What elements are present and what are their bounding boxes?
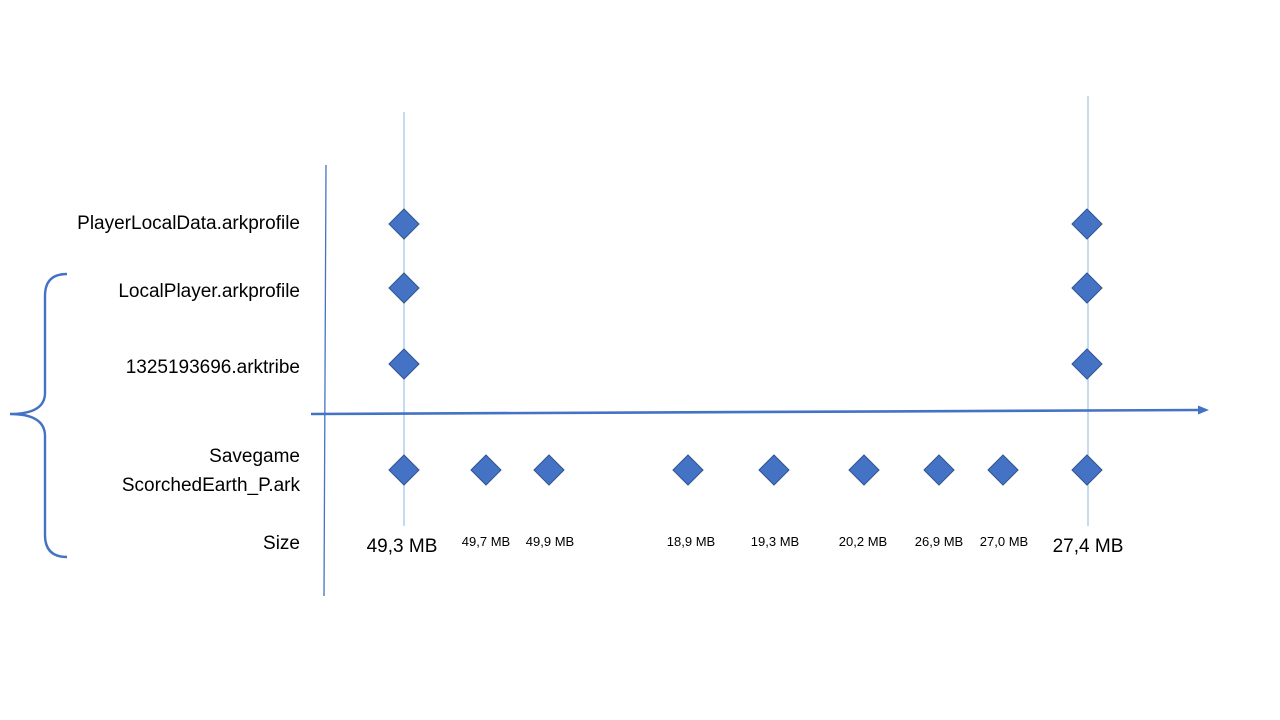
diamond-marker: [923, 454, 955, 486]
size-label: 19,3 MB: [750, 534, 800, 549]
row-label-savegame-line2: ScorchedEarth_P.ark: [121, 475, 300, 496]
row-label-size: Size: [263, 533, 300, 554]
diamond-marker: [987, 454, 1019, 486]
diamond-marker: [388, 272, 420, 304]
size-label: 26,9 MB: [914, 534, 964, 549]
timeline-arrow: [310, 408, 1201, 416]
diamond-marker: [672, 454, 704, 486]
size-label: 49,9 MB: [525, 534, 575, 549]
diamond-marker: [1071, 208, 1103, 240]
timeline-arrowhead: [1198, 405, 1209, 415]
size-label: 49,7 MB: [461, 534, 511, 549]
diamond-marker: [470, 454, 502, 486]
vertical-axis: [323, 164, 327, 597]
size-label: 27,0 MB: [979, 534, 1029, 549]
diamond-marker: [848, 454, 880, 486]
diamond-marker: [388, 348, 420, 380]
size-label: 49,3 MB: [366, 536, 438, 557]
diamond-marker: [1071, 272, 1103, 304]
size-label: 20,2 MB: [838, 534, 888, 549]
diamond-marker: [388, 208, 420, 240]
diamond-marker: [1071, 348, 1103, 380]
diamond-marker: [533, 454, 565, 486]
diamond-marker: [758, 454, 790, 486]
diamond-marker: [1071, 454, 1103, 486]
row-label-tribe: 1325193696.arktribe: [125, 357, 300, 378]
row-label-local-player: LocalPlayer.arkprofile: [118, 281, 300, 302]
curly-brace: [9, 272, 68, 559]
row-label-savegame-line1: Savegame: [209, 446, 300, 467]
size-label: 18,9 MB: [666, 534, 716, 549]
size-label: 27,4 MB: [1052, 536, 1124, 557]
diamond-marker: [388, 454, 420, 486]
row-label-player-local-data: PlayerLocalData.arkprofile: [77, 213, 300, 234]
